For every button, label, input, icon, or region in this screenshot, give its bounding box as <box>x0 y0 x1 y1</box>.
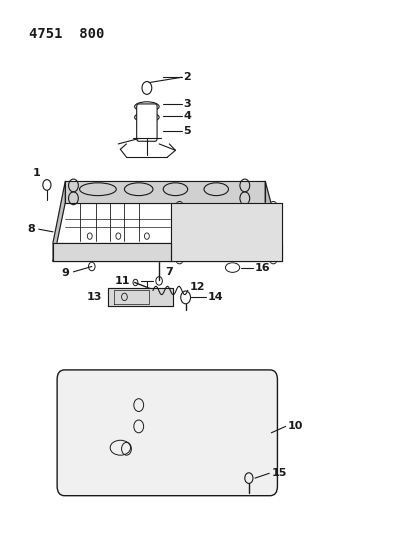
Text: 3: 3 <box>184 99 191 109</box>
Text: 2: 2 <box>184 72 191 82</box>
Polygon shape <box>53 243 282 261</box>
Polygon shape <box>65 181 265 203</box>
Text: 15: 15 <box>271 469 287 478</box>
Text: 9: 9 <box>62 268 69 278</box>
Polygon shape <box>53 181 65 261</box>
Text: 14: 14 <box>208 293 224 302</box>
FancyBboxPatch shape <box>137 104 157 141</box>
FancyBboxPatch shape <box>57 370 277 496</box>
Text: 5: 5 <box>184 126 191 135</box>
Polygon shape <box>53 243 171 261</box>
Text: 8: 8 <box>27 224 35 234</box>
Polygon shape <box>265 181 282 261</box>
Polygon shape <box>108 288 173 306</box>
Text: 12: 12 <box>190 282 205 292</box>
Text: 13: 13 <box>86 292 102 302</box>
Polygon shape <box>171 203 282 261</box>
Text: 7: 7 <box>165 267 173 277</box>
Text: 1: 1 <box>33 168 40 178</box>
Text: 11: 11 <box>115 277 131 286</box>
Text: 16: 16 <box>255 263 271 272</box>
Text: 10: 10 <box>288 422 303 431</box>
Text: 4: 4 <box>184 111 191 121</box>
Text: 4751  800: 4751 800 <box>29 27 104 41</box>
